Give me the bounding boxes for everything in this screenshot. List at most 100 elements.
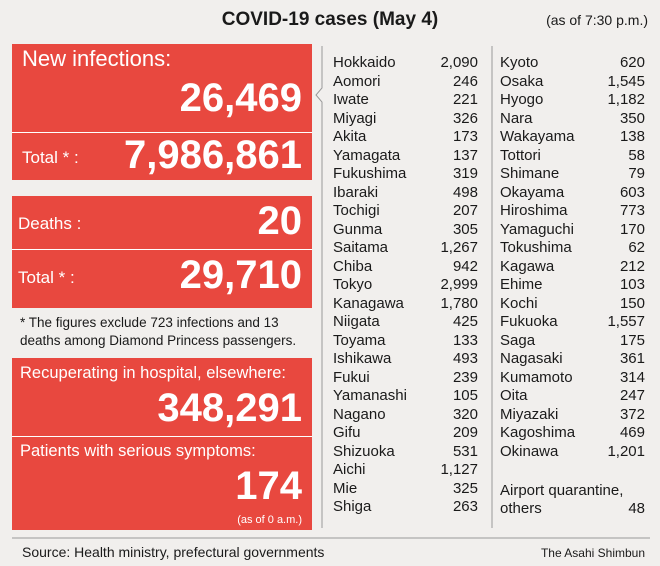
prefecture-name: Mie bbox=[333, 479, 358, 497]
prefecture-count: 1,780 bbox=[440, 294, 478, 312]
prefecture-count: 79 bbox=[628, 165, 645, 182]
prefecture-count: 239 bbox=[452, 368, 478, 386]
prefecture-name: Nagano bbox=[333, 405, 386, 423]
prefecture-name: Saga bbox=[500, 331, 536, 349]
prefecture-name: Fukuoka bbox=[500, 313, 558, 330]
prefecture-name: Ibaraki bbox=[333, 183, 379, 201]
prefecture-count: 319 bbox=[452, 165, 478, 182]
label: New infections: bbox=[22, 46, 172, 71]
prefecture-count: 247 bbox=[619, 387, 645, 404]
prefecture-name: Hyogo bbox=[500, 91, 544, 108]
prefecture-count: 314 bbox=[619, 368, 645, 386]
prefecture-name: Fukui bbox=[333, 368, 370, 386]
prefecture-count: 138 bbox=[619, 128, 645, 145]
divider bbox=[12, 132, 312, 133]
prefecture-name: Okayama bbox=[500, 183, 565, 201]
prefecture-name: Shimane bbox=[500, 165, 560, 182]
prefecture-count: 221 bbox=[452, 91, 478, 108]
prefecture-name: Kyoto bbox=[500, 54, 539, 71]
prefecture-count: 212 bbox=[619, 257, 645, 275]
prefecture-name: Aichi bbox=[333, 461, 366, 478]
prefecture-count: 372 bbox=[619, 405, 645, 423]
prefecture-count: 207 bbox=[452, 202, 478, 219]
prefecture-name: Hokkaido bbox=[333, 54, 396, 71]
prefecture-count: 469 bbox=[619, 424, 645, 441]
prefecture-count: 773 bbox=[619, 202, 645, 219]
value: 174 bbox=[235, 464, 302, 508]
prefecture-name: Kumamoto bbox=[500, 368, 573, 386]
prefecture-name: Kagawa bbox=[500, 257, 555, 275]
prefecture-count: 263 bbox=[452, 498, 478, 515]
prefecture-name: Yamaguchi bbox=[500, 220, 574, 238]
prefecture-count: 1,267 bbox=[440, 239, 478, 256]
prefecture-count: 531 bbox=[452, 442, 478, 460]
prefecture-name: Yamanashi bbox=[333, 387, 407, 404]
prefecture-name: Toyama bbox=[333, 331, 386, 349]
prefecture-name: Shizuoka bbox=[333, 442, 395, 460]
prefecture-count: 170 bbox=[619, 220, 645, 238]
title: COVID-19 cases (May 4) bbox=[221, 9, 439, 30]
value: 348,291 bbox=[157, 386, 302, 430]
prefecture-count: 133 bbox=[452, 331, 478, 349]
prefecture-count: 62 bbox=[628, 239, 645, 256]
prefecture-count: 2,090 bbox=[440, 54, 478, 71]
prefecture-count: 1,182 bbox=[607, 91, 645, 108]
prefecture-count: 603 bbox=[619, 183, 645, 201]
prefecture-count: 58 bbox=[628, 146, 645, 164]
prefecture-count: 498 bbox=[452, 183, 478, 201]
prefecture-name: Aomori bbox=[333, 72, 381, 90]
divider bbox=[12, 249, 312, 250]
prefecture-name: Wakayama bbox=[500, 128, 575, 145]
prefecture-name: Nagasaki bbox=[500, 350, 563, 367]
prefecture-count: 2,999 bbox=[440, 276, 478, 293]
credit: The Asahi Shimbun bbox=[540, 546, 645, 560]
label: Recuperating in hospital, elsewhere: bbox=[20, 364, 286, 382]
prefecture-count: 1,127 bbox=[440, 461, 478, 478]
prefecture-count: 150 bbox=[619, 294, 645, 312]
prefecture-name: Tokushima bbox=[500, 239, 572, 256]
prefecture-name: Miyagi bbox=[333, 109, 377, 127]
label: Patients with serious symptoms: bbox=[20, 442, 256, 460]
prefecture-name: Kanagawa bbox=[333, 294, 404, 312]
recuperating-box bbox=[12, 358, 312, 530]
prefecture-name: Fukushima bbox=[333, 165, 407, 182]
prefecture-count: 942 bbox=[452, 257, 478, 275]
prefecture-count: 620 bbox=[619, 54, 645, 71]
prefecture-count: 173 bbox=[452, 128, 478, 145]
as-of: (as of 7:30 p.m.) bbox=[546, 12, 648, 28]
airport-value: 48 bbox=[628, 500, 645, 517]
prefecture-count: 361 bbox=[619, 350, 645, 367]
prefecture-name: Osaka bbox=[500, 72, 544, 90]
prefecture-name: Saitama bbox=[333, 239, 389, 256]
prefecture-name: Ehime bbox=[500, 276, 543, 293]
prefecture-count: 105 bbox=[452, 387, 478, 404]
prefecture-count: 425 bbox=[452, 313, 478, 330]
value: 29,710 bbox=[179, 253, 302, 297]
prefecture-name: Akita bbox=[333, 128, 367, 145]
label: Total * : bbox=[22, 148, 79, 167]
label: Total * : bbox=[18, 268, 75, 287]
airport-label: Airport quarantine, others bbox=[500, 482, 624, 517]
value: 7,986,861 bbox=[124, 133, 302, 177]
prefecture-name: Gunma bbox=[333, 220, 383, 238]
prefecture-count: 246 bbox=[452, 72, 478, 90]
prefecture-name: Kagoshima bbox=[500, 424, 576, 441]
prefecture-name: Yamagata bbox=[333, 146, 401, 164]
prefecture-count: 493 bbox=[452, 350, 478, 367]
prefecture-name: Niigata bbox=[333, 313, 380, 330]
prefecture-count: 320 bbox=[452, 405, 478, 423]
source: Source: Health ministry, prefectural gov… bbox=[22, 544, 325, 560]
prefecture-name: Tokyo bbox=[333, 276, 373, 293]
deaths-box bbox=[12, 196, 312, 308]
prefecture-name: Nara bbox=[500, 109, 533, 127]
prefecture-name: Oita bbox=[500, 387, 528, 404]
prefecture-name: Kochi bbox=[500, 294, 538, 312]
prefecture-name: Tottori bbox=[500, 146, 541, 164]
infections-box bbox=[12, 44, 312, 180]
divider bbox=[12, 436, 312, 437]
prefecture-name: Okinawa bbox=[500, 442, 559, 460]
prefecture-count: 1,201 bbox=[607, 442, 645, 460]
prefecture-count: 1,545 bbox=[607, 72, 645, 90]
